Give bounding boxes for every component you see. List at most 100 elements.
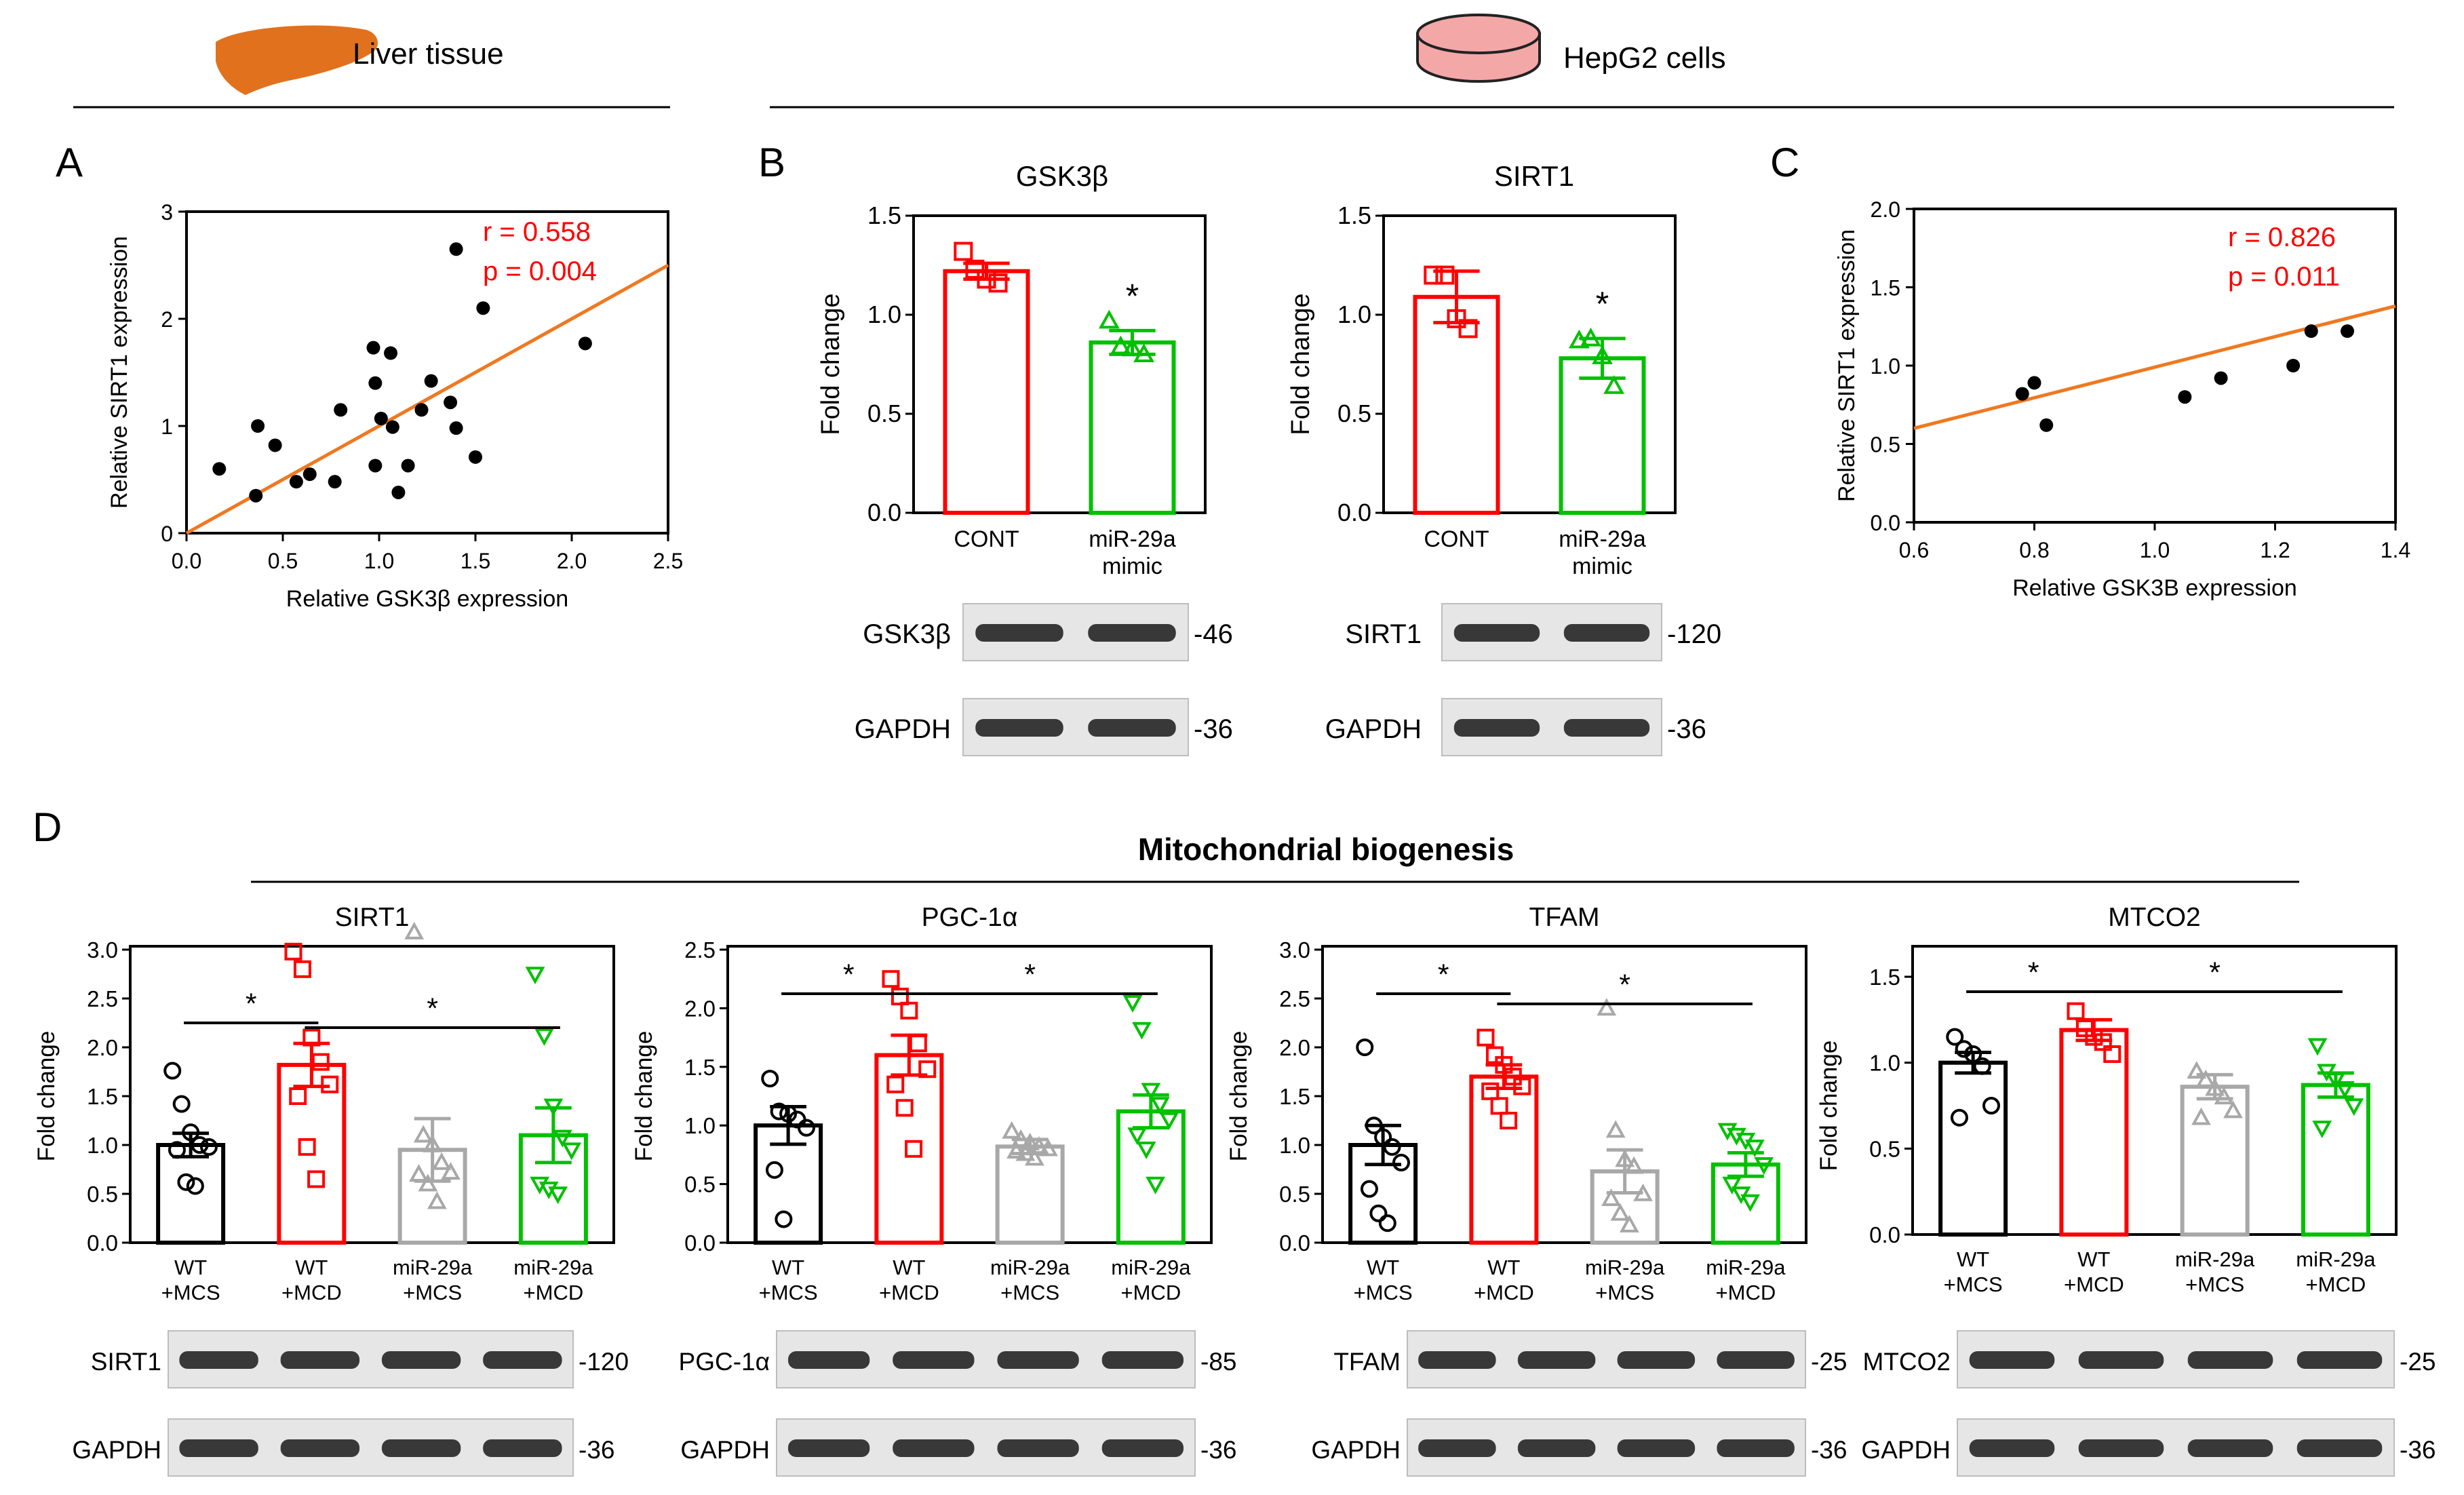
liver-icon [216, 25, 378, 95]
data-point [1011, 1129, 1031, 1147]
blot-band [280, 1439, 360, 1457]
data-point [552, 1129, 572, 1148]
data-point [2223, 1100, 2243, 1119]
category-label: WT +MCS [1944, 1247, 2003, 1296]
x-tick-label: 0.8 [2019, 538, 2049, 562]
blot-band [787, 1439, 870, 1457]
data-point [1110, 335, 1131, 355]
data-point [1619, 1214, 1639, 1232]
category-label: WT +MCD [1474, 1256, 1534, 1304]
blot-protein-label: TFAM [1333, 1348, 1401, 1376]
data-point [1133, 343, 1154, 362]
data-point [321, 1075, 339, 1093]
bar-panel-d1: 0.0 0.5 1.0 1.5 2.0 2.5 3.0 Fold change SIRT1 WT +… [33, 903, 629, 1477]
western-blot-row: SIRT1 -120 [1345, 603, 1721, 661]
category-label: miR-29a +MCS [2175, 1247, 2255, 1296]
significance-star: * [843, 958, 855, 991]
data-point [328, 475, 342, 489]
blot-band [1617, 1351, 1696, 1369]
data-point [2067, 1002, 2085, 1020]
data-point [449, 242, 463, 256]
data-point [1029, 1136, 1049, 1154]
blot-band [997, 1439, 1079, 1457]
y-tick-label: 0.5 [1337, 400, 1371, 427]
data-point [2015, 387, 2029, 401]
y-axis-label: Fold change [1287, 293, 1315, 435]
data-point [441, 1162, 461, 1180]
blot-band [997, 1351, 1079, 1369]
data-point [168, 1141, 186, 1159]
blot-protein-label: SIRT1 [1345, 619, 1422, 649]
data-point [988, 273, 1008, 293]
blot-band [1453, 719, 1540, 737]
y-axis-label: Fold change [817, 293, 845, 435]
blot-protein-label: GAPDH [1861, 1436, 1951, 1464]
data-point [2317, 1064, 2336, 1082]
y-tick-label: 1.5 [1337, 201, 1371, 229]
data-point [289, 1087, 307, 1105]
p-value: p = 0.004 [483, 256, 597, 286]
y-tick-label: 0.5 [1279, 1182, 1310, 1207]
panel-label-b: B [758, 140, 785, 185]
western-blot-row: GAPDH -36 [1311, 1418, 1847, 1477]
blot-kda-label: -120 [1667, 619, 1721, 649]
blot-band [1617, 1439, 1696, 1457]
data-point [1754, 1157, 1774, 1175]
x-tick-label: 2.0 [557, 549, 587, 573]
y-tick-label: 0.5 [867, 400, 901, 427]
blot-protein-label: PGC-1α [679, 1348, 770, 1376]
category-label: miR-29a +MCS [1585, 1256, 1665, 1304]
data-point [2094, 1033, 2112, 1051]
data-point [249, 488, 263, 503]
chart-title: SIRT1 [1494, 160, 1574, 192]
western-blot-row: GAPDH -36 [72, 1418, 614, 1477]
category-label: CONT [954, 526, 1019, 552]
data-point [191, 1136, 209, 1154]
x-tick-label: 0.5 [268, 549, 298, 573]
data-point [476, 301, 490, 315]
data-point [1447, 309, 1466, 328]
blot-band [1101, 1351, 1184, 1369]
blot-band [1517, 1351, 1596, 1369]
category-label: WT +MCS [161, 1256, 220, 1304]
data-point [1740, 1194, 1760, 1212]
y-tick-label: 2.0 [87, 1035, 118, 1060]
section-title: Mitochondrial biogenesis [1138, 832, 1514, 867]
blot-band [1418, 1439, 1496, 1457]
blot-band [893, 1351, 975, 1369]
data-point [1615, 1149, 1635, 1167]
fit-line [185, 263, 669, 535]
chart-title: SIRT1 [335, 903, 410, 932]
data-point [2195, 1069, 2216, 1087]
y-tick-label: 3 [161, 200, 173, 225]
blot-band [1101, 1439, 1184, 1457]
y-axis-label: Fold change [33, 1031, 60, 1162]
blot-band [280, 1351, 360, 1369]
data-point [1383, 1138, 1401, 1156]
data-point [2187, 1061, 2207, 1079]
data-point [409, 1164, 429, 1182]
data-point [1038, 1138, 1058, 1157]
bar-panel-b1: 0.0 0.5 1.0 1.5 Fold change GSK3β CONT miR-29a m… [817, 160, 1233, 756]
data-point [1020, 1133, 1040, 1150]
significance-star: * [2209, 956, 2221, 989]
blot-band [2078, 1351, 2164, 1369]
data-point [1513, 1077, 1531, 1095]
blot-band [1969, 1351, 2055, 1369]
blot-band [1088, 719, 1176, 737]
data-point [449, 421, 463, 435]
category-label: WT +MCD [879, 1256, 939, 1304]
bar-panel-b2: 0.0 0.5 1.0 1.5 Fold change SIRT1 CONT miR-29a m… [1287, 160, 1721, 756]
y-tick-label: 1.0 [87, 1133, 118, 1158]
y-tick-label: 1.5 [1279, 1084, 1310, 1109]
category-label: WT +MCS [1354, 1256, 1413, 1304]
data-point [882, 970, 900, 988]
data-point [1392, 1153, 1411, 1171]
blot-band [179, 1351, 258, 1369]
blot-kda-label: -36 [1194, 714, 1233, 744]
data-point [2307, 1038, 2328, 1056]
data-point [1633, 1183, 1653, 1201]
y-tick-label: 0.0 [1279, 1230, 1310, 1256]
blot-protein-label: GAPDH [855, 714, 951, 744]
